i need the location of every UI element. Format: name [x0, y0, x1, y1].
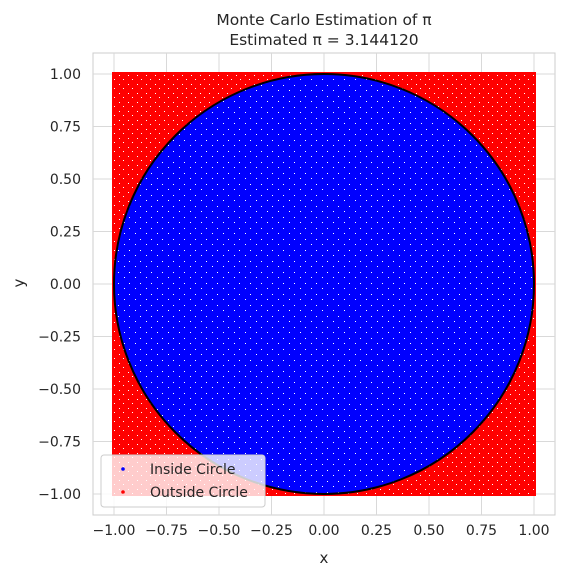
x-tick-label: −1.00 — [93, 523, 136, 539]
y-axis-label: y — [10, 278, 28, 287]
x-tick-label: 1.00 — [518, 523, 549, 539]
y-axis-ticks: −1.00 −0.75 −0.50 −0.25 0.00 0.25 0.50 0.75 1.00 — [38, 67, 81, 503]
data-layer — [112, 72, 536, 496]
y-tick-label: 0.25 — [50, 225, 81, 241]
inside-circle-points — [114, 74, 534, 494]
x-tick-label: −0.75 — [145, 523, 188, 539]
y-tick-label: −0.75 — [38, 435, 81, 451]
legend-marker-outside — [121, 490, 125, 494]
chart-subtitle: Estimated π = 3.144120 — [229, 31, 418, 49]
x-axis-label: x — [320, 549, 329, 567]
x-tick-label: 0.00 — [308, 523, 339, 539]
legend-box — [100, 454, 266, 508]
x-tick-label: −0.50 — [198, 523, 241, 539]
legend-marker-inside — [121, 467, 125, 471]
unit-circle-outline — [113, 73, 535, 495]
x-tick-label: −0.25 — [250, 523, 293, 539]
legend-label-inside: Inside Circle — [150, 462, 235, 478]
x-tick-label: 0.25 — [361, 523, 392, 539]
x-tick-label: 0.75 — [466, 523, 497, 539]
y-tick-label: −1.00 — [38, 487, 81, 503]
y-tick-label: 0.50 — [50, 172, 81, 188]
x-axis-ticks: −1.00 −0.75 −0.50 −0.25 0.00 0.25 0.50 0.75 1.00 — [93, 523, 550, 539]
y-tick-label: 1.00 — [50, 67, 81, 83]
chart-title: Monte Carlo Estimation of π — [216, 11, 431, 29]
y-tick-label: 0.75 — [50, 120, 81, 136]
x-tick-label: 0.50 — [413, 523, 444, 539]
legend: Inside Circle Outside Circle — [100, 454, 266, 508]
y-tick-label: −0.50 — [38, 382, 81, 398]
y-tick-label: 0.00 — [50, 277, 81, 293]
y-tick-label: −0.25 — [38, 330, 81, 346]
legend-label-outside: Outside Circle — [150, 485, 248, 501]
